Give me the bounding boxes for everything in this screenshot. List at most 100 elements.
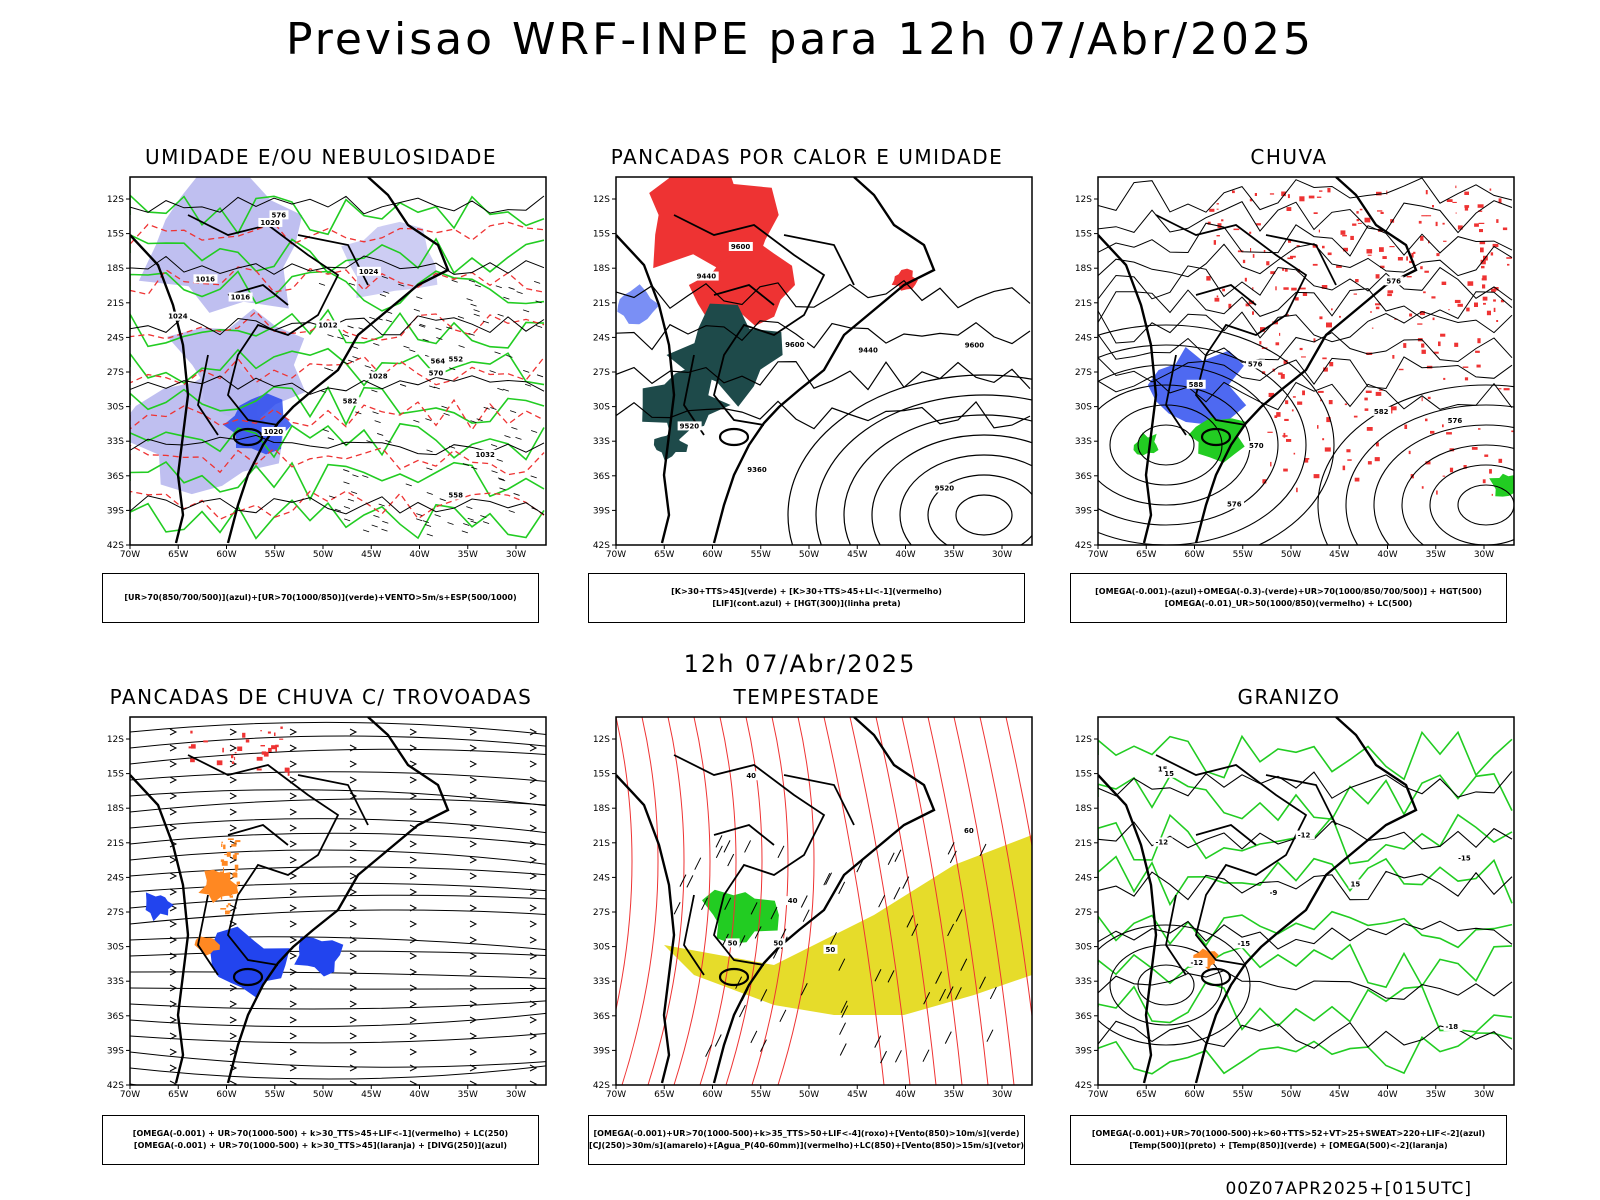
contour-line <box>1098 222 1513 257</box>
wind-vector <box>377 433 384 436</box>
wind-arrow <box>409 744 418 752</box>
label-bg <box>1443 1021 1463 1031</box>
speckle <box>1482 275 1487 281</box>
speckle <box>1336 265 1342 268</box>
wind-arrow <box>349 776 358 784</box>
lat-tick-label: 39S <box>593 506 610 516</box>
speckle <box>216 760 223 766</box>
speckle <box>1328 400 1333 405</box>
wind-vector <box>480 515 487 518</box>
wind-arrow <box>229 1032 238 1040</box>
wind-vector <box>473 313 480 317</box>
speckle <box>1421 215 1427 217</box>
speckle <box>1296 487 1298 493</box>
contour-label: 1032 <box>475 451 495 459</box>
speckle <box>1477 338 1481 344</box>
contour-line <box>875 717 937 1085</box>
lon-tick-label: 60W <box>216 1090 236 1100</box>
speckle <box>271 745 277 750</box>
map-frame <box>1097 716 1515 1086</box>
speckle <box>1433 351 1439 354</box>
wind-vector <box>838 958 846 971</box>
wind-vector <box>504 435 511 438</box>
wind-vector <box>715 845 723 859</box>
speckle <box>1413 251 1416 254</box>
contour-line <box>927 717 989 1085</box>
lon-tick-label: 45W <box>1329 1090 1349 1100</box>
label-bg <box>744 771 759 781</box>
lat-tick-label: 36S <box>593 1012 610 1022</box>
wind-arrow <box>289 856 298 864</box>
contour-line <box>1098 344 1307 545</box>
map-layers: 576 582 576 570 576 576 588 <box>1098 177 1514 545</box>
contour-line <box>647 717 685 1085</box>
wind-arrow <box>409 1064 418 1072</box>
shaded-area <box>653 429 688 461</box>
streamline <box>130 818 546 834</box>
speckle <box>236 881 239 887</box>
wind-arrow <box>529 1048 538 1056</box>
speckle <box>1493 307 1496 312</box>
lat-tick-label: 33S <box>1075 977 1092 987</box>
contour-line <box>1457 484 1514 526</box>
lat-tick-label: 24S <box>593 333 610 343</box>
wind-vector <box>986 1029 994 1042</box>
wind-arrow <box>469 1064 478 1072</box>
wind-arrow <box>229 984 238 992</box>
wind-vector <box>351 346 359 349</box>
lat-tick-label: 30S <box>593 403 610 413</box>
wind-vector <box>530 430 538 433</box>
speckle <box>1324 447 1331 452</box>
contour-label: 40 <box>746 772 756 780</box>
speckle <box>1353 293 1357 295</box>
legend-box: [OMEGA(-0.001) + UR>70(1000-500) + k>30_… <box>102 1115 539 1165</box>
wind-vector <box>838 881 846 895</box>
speckle <box>1390 406 1397 411</box>
wind-vector <box>944 1031 952 1044</box>
speckle <box>279 738 284 740</box>
map-frame <box>129 176 547 546</box>
wind-vector <box>334 508 341 512</box>
wind-arrow <box>349 824 358 832</box>
speckle <box>1249 231 1252 234</box>
speckle <box>1299 196 1305 202</box>
contour-line <box>1098 920 1513 950</box>
contour-line <box>1098 773 1513 822</box>
wind-arrow <box>169 1032 178 1040</box>
map-canvas: 50 40 50 40 50 60 12S 15S 18S 21S 24S 27S 30S 33S 36S 3… <box>593 716 1033 1100</box>
wind-arrow <box>529 792 538 800</box>
lon-tick-label: 30W <box>1474 550 1494 560</box>
wind-arrow <box>529 1016 538 1024</box>
speckle <box>1389 246 1395 248</box>
contour-line <box>1098 924 1251 1046</box>
lon-tick-label: 60W <box>1184 1090 1204 1100</box>
wind-vector <box>715 835 723 848</box>
speckle <box>1346 449 1351 453</box>
wind-vector <box>523 369 530 373</box>
wind-arrow <box>349 1016 358 1024</box>
contour-line <box>699 717 737 1085</box>
label-bg <box>785 896 800 906</box>
contour-line <box>130 310 545 341</box>
streamline <box>130 748 546 765</box>
speckle <box>1270 461 1272 467</box>
lon-tick-label: 70W <box>606 550 626 560</box>
contour-label: 558 <box>448 491 463 499</box>
wind-vector <box>343 481 350 485</box>
contour-line <box>871 434 1032 545</box>
wind-vector <box>473 309 480 312</box>
lon-tick-label: 70W <box>120 550 140 560</box>
wind-arrow <box>289 824 298 832</box>
speckle <box>1327 188 1331 193</box>
coastline <box>1098 177 1418 544</box>
speckle <box>234 756 236 760</box>
wind-vector <box>744 840 752 853</box>
wind-arrow <box>289 728 298 736</box>
contour-line <box>1098 969 1513 1000</box>
map-frame <box>1097 176 1515 546</box>
lat-tick-label: 18S <box>107 264 124 274</box>
speckle <box>225 910 231 913</box>
lon-tick-label: 60W <box>1184 550 1204 560</box>
speckle <box>1295 297 1299 301</box>
